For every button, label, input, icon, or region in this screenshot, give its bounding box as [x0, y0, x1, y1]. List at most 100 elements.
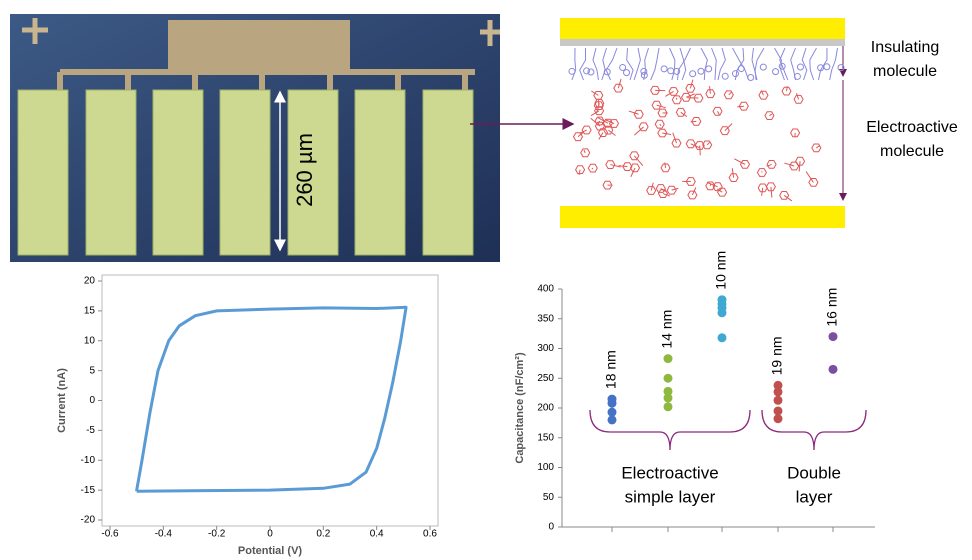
point — [718, 333, 727, 342]
electroactive-label: Electroactive — [866, 119, 958, 136]
series-label: 16 nm — [824, 288, 840, 327]
insulating-head — [738, 66, 744, 72]
electroactive-bond — [718, 111, 720, 115]
x-axis-label: Potential (V) — [238, 545, 303, 557]
y-tick-label: 250 — [537, 373, 554, 384]
point — [718, 295, 727, 304]
scale-label: 260 µm — [292, 133, 317, 207]
insulating-head — [690, 71, 696, 77]
y-tick-label: 15 — [84, 306, 96, 317]
insulating-head — [706, 66, 712, 72]
insulating-label: Insulating — [871, 39, 940, 56]
electroactive-bond — [665, 162, 666, 167]
insulating-molecule — [580, 48, 586, 80]
x-tick-label: -0.6 — [101, 529, 119, 540]
insulating-head — [620, 64, 626, 70]
insulating-molecule — [712, 48, 717, 80]
y-tick-label: -5 — [86, 425, 95, 436]
y-tick-label: 400 — [537, 284, 554, 295]
insulating-head — [760, 64, 766, 70]
y-axis-label: Capacitance (nF/cm²) — [514, 352, 526, 464]
electroactive-bond — [771, 187, 772, 198]
schematic: Insulating molecule Electroactive molecu… — [560, 18, 958, 228]
insulating-head — [661, 66, 667, 72]
electroactive-ring — [688, 191, 697, 199]
point — [774, 396, 783, 405]
electroactive-ring — [686, 140, 695, 148]
insulating-head — [624, 70, 630, 76]
insulating-head — [588, 69, 594, 75]
insulating-molecule — [830, 48, 838, 80]
y-tick-label: 300 — [537, 343, 554, 354]
insulating-head — [748, 74, 754, 80]
insulating-molecule — [810, 48, 817, 80]
insulating-molecule — [593, 48, 599, 80]
y-tick-label: 10 — [84, 335, 96, 346]
insulating-molecule — [735, 48, 743, 80]
electroactive-ring — [672, 96, 681, 104]
point — [664, 374, 673, 383]
point — [664, 354, 673, 363]
insulating-head — [732, 71, 738, 77]
x-tick-label: 0.6 — [423, 529, 437, 540]
electroactive-bond — [660, 124, 661, 125]
series-label: 10 nm — [713, 251, 729, 290]
series-label: 18 nm — [603, 350, 619, 389]
insulating-molecule — [602, 48, 607, 80]
electroactive-ring — [765, 112, 774, 120]
insulating-molecule — [651, 48, 659, 80]
insulating-molecule — [634, 48, 640, 80]
micrograph: 260 µm — [10, 14, 500, 262]
electroactive-ring — [658, 129, 667, 137]
electroactive-bond — [629, 111, 639, 114]
electroactive-bond — [816, 146, 819, 148]
electroactive-bond — [584, 150, 585, 153]
electroactive-ring — [614, 84, 623, 92]
insulating-head — [668, 68, 674, 74]
electroactive-bond — [737, 106, 744, 107]
y-tick-label: 0 — [89, 395, 95, 406]
electroactive-ring — [652, 101, 661, 109]
series-label: 19 nm — [769, 336, 785, 375]
y-axis-label: Current (nA) — [56, 368, 68, 433]
electroactive-ring — [741, 161, 750, 169]
electroactive-ring — [647, 187, 656, 195]
x-tick-label: 0 — [267, 529, 273, 540]
electroactive-ring — [686, 85, 695, 93]
electroactive-bond — [734, 159, 745, 165]
electroactive-bond — [707, 142, 709, 145]
insulating-head — [773, 69, 779, 75]
point — [774, 406, 783, 415]
point — [608, 408, 617, 417]
figure: 260 µm Insulating molecule Electroactive… — [0, 0, 972, 560]
electroactive-bond — [796, 93, 798, 99]
point — [608, 395, 617, 404]
insulating-head — [698, 68, 704, 74]
x-tick-label: 0.4 — [370, 529, 384, 540]
group-label: Electroactive — [621, 463, 718, 482]
electroactive-bond — [762, 188, 763, 196]
insulating-label: molecule — [873, 63, 937, 80]
y-tick-label: -20 — [81, 515, 96, 526]
electroactive-bond — [769, 114, 772, 116]
electroactive-bond — [784, 163, 794, 166]
electroactive-label: molecule — [880, 143, 944, 160]
electroactive-ring — [767, 161, 776, 169]
electroactive-bond — [729, 92, 732, 95]
point — [774, 381, 783, 390]
electroactive-ring — [655, 120, 664, 128]
y-tick-label: 150 — [537, 432, 554, 443]
y-tick-label: 100 — [537, 462, 554, 473]
cv-curve — [137, 307, 406, 491]
point — [608, 415, 617, 424]
y-tick-label: 200 — [537, 403, 554, 414]
group-label: simple layer — [625, 487, 716, 506]
electroactive-bond — [710, 86, 711, 94]
point — [664, 402, 673, 411]
electroactive-ring — [790, 162, 799, 170]
point — [829, 332, 838, 341]
x-tick-label: -0.2 — [208, 529, 226, 540]
insulating-head — [797, 64, 803, 70]
x-tick-label: 0.2 — [316, 529, 330, 540]
series-label: 14 nm — [659, 310, 675, 349]
